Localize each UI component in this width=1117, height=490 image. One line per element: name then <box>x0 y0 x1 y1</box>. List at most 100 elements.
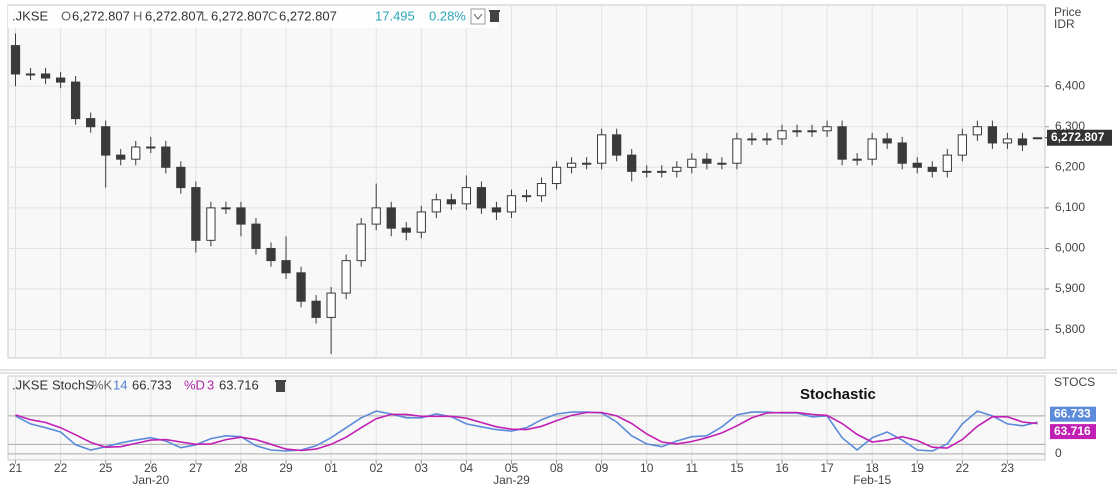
delete-button[interactable] <box>489 10 500 22</box>
field-value: 6,272.807 <box>211 8 269 23</box>
d-label: %D <box>184 377 205 392</box>
candle-body <box>612 134 622 156</box>
candle-body <box>40 73 51 79</box>
candle-body <box>807 130 817 133</box>
candle-body <box>281 260 291 274</box>
y2-title: STOCS <box>1054 375 1095 389</box>
x-tick-label: 26 <box>144 461 158 475</box>
candle-body <box>10 45 21 75</box>
candle-body <box>581 162 592 165</box>
candle-body <box>732 138 742 164</box>
x-tick-label: 05 <box>505 461 519 475</box>
field-label: H <box>133 8 142 23</box>
candle-body <box>792 130 802 133</box>
candle-body <box>25 73 36 76</box>
x-tick-label: 02 <box>370 461 384 475</box>
candle-body <box>867 138 877 160</box>
y-tick-label: 6,200 <box>1055 159 1085 173</box>
candle-body <box>672 166 682 172</box>
x-tick-label: 15 <box>730 461 744 475</box>
candle-body <box>221 207 231 210</box>
candle-body <box>116 154 126 160</box>
value-box <box>1050 406 1096 422</box>
candle-body <box>296 272 306 302</box>
header-bg <box>8 6 498 28</box>
series-line <box>15 411 1038 452</box>
candle-body <box>101 126 111 156</box>
x-tick-label: 08 <box>550 461 564 475</box>
candle-body <box>912 162 922 168</box>
candle-body <box>416 211 426 233</box>
symbol: .JKSE <box>12 8 48 23</box>
study-name: StochS <box>52 377 94 392</box>
x-tick-label: 23 <box>1001 461 1015 475</box>
candle-body <box>266 247 276 262</box>
candle-body <box>431 199 441 213</box>
candle-body <box>987 126 998 144</box>
candle-body <box>551 166 562 185</box>
x-tick-label: 22 <box>54 461 68 475</box>
candle-body <box>566 162 577 168</box>
candle-body <box>777 130 787 140</box>
x-tick-label: 16 <box>775 461 789 475</box>
y-tick-label: 0 <box>1055 446 1062 460</box>
x-tick-label: 28 <box>234 461 248 475</box>
candle-body <box>1032 137 1043 140</box>
series-line <box>15 410 1038 452</box>
candle-body <box>717 162 727 165</box>
candle-body <box>942 154 952 172</box>
annotation: Stochastic <box>800 386 876 403</box>
candle-body <box>446 199 456 205</box>
field-label: O <box>61 8 71 23</box>
k-value: 66.733 <box>132 377 172 392</box>
candle-body <box>1017 138 1028 146</box>
candle-body <box>897 142 907 164</box>
month-label: Jan-29 <box>493 473 530 487</box>
y-tick-label: 6,400 <box>1055 78 1085 92</box>
y-tick-label: 6,000 <box>1055 241 1085 255</box>
month-label: Jan-20 <box>132 473 169 487</box>
candle-body <box>476 187 487 209</box>
candle-body <box>161 146 171 168</box>
candle-body <box>536 183 547 197</box>
x-tick-label: 21 <box>9 461 23 475</box>
y-title: Price <box>1054 5 1082 19</box>
value-box-label: 63.716 <box>1054 424 1091 438</box>
d-period: 3 <box>207 377 214 392</box>
d-value: 63.716 <box>219 377 259 392</box>
delete-button[interactable] <box>275 380 286 392</box>
candle-body <box>972 126 983 136</box>
candle-body <box>852 158 862 161</box>
x-tick-label: 04 <box>460 461 474 475</box>
candle-body <box>822 126 832 132</box>
y-tick-label: 6,300 <box>1055 119 1085 133</box>
candle-body <box>86 118 96 128</box>
candle-body <box>191 187 201 241</box>
candle-body <box>146 146 156 149</box>
x-tick-label: 22 <box>956 461 970 475</box>
field-label: L <box>201 8 208 23</box>
candle-body <box>131 146 141 160</box>
candle-body <box>882 138 892 144</box>
candle-body <box>642 170 652 173</box>
candle-body <box>702 158 712 164</box>
candle-body <box>341 260 351 294</box>
candle-body <box>55 77 66 83</box>
dropdown-button[interactable] <box>470 8 486 25</box>
x-tick-label: 03 <box>415 461 429 475</box>
candle-body <box>371 207 381 225</box>
field-value: 6,272.807 <box>145 8 203 23</box>
k-period: 14 <box>113 377 127 392</box>
candle-body <box>326 292 336 318</box>
candle-body <box>521 195 532 198</box>
x-tick-label: 17 <box>820 461 834 475</box>
x-tick-label: 18 <box>865 461 879 475</box>
last-price-label: 6,272.807 <box>1051 130 1105 144</box>
grid <box>8 5 1045 460</box>
candle-body <box>311 300 321 318</box>
y-unit: IDR <box>1054 17 1075 31</box>
y-tick-label: 6,100 <box>1055 200 1085 214</box>
candle-body <box>1002 138 1013 144</box>
candle-body <box>236 207 246 225</box>
